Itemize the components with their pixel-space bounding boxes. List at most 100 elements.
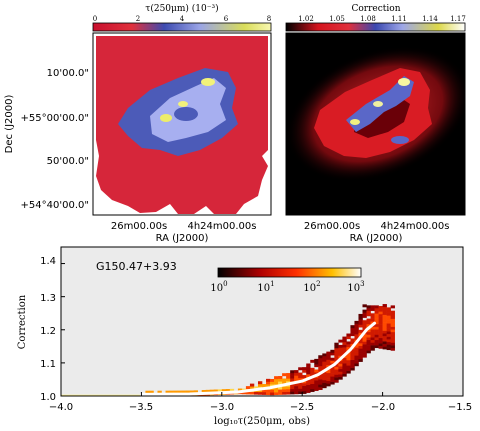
histogram-cell <box>294 378 299 381</box>
histogram-cell <box>229 388 235 392</box>
histogram-cell <box>378 321 383 325</box>
histogram-cell <box>253 391 259 395</box>
histogram-cell <box>350 359 355 363</box>
tau-map-panel: τ(250μm) (10⁻³) 0 2 4 6 8 Dec (J2000) 10… <box>4 3 272 244</box>
histogram-cell <box>382 333 387 337</box>
histogram-cell <box>362 325 367 329</box>
histogram-cell <box>386 312 391 316</box>
histogram-cell <box>342 371 347 374</box>
histogram-cell <box>318 381 323 385</box>
histogram-cell <box>338 344 343 348</box>
histogram-cell <box>338 360 343 364</box>
corr-colorbar-tick: 1.05 <box>329 15 345 23</box>
histogram-cell <box>350 349 355 352</box>
hist-ylabel: Correction <box>17 294 28 349</box>
histogram-cell <box>342 360 347 364</box>
histogram-cell <box>386 331 391 335</box>
histogram-cell <box>294 385 299 389</box>
ytick-label: 1.2 <box>40 326 56 337</box>
histogram-cell <box>249 386 255 390</box>
histogram-cell <box>378 332 383 336</box>
histogram-cell <box>322 382 327 386</box>
histogram-cell <box>386 315 391 319</box>
histogram-cell <box>334 363 339 367</box>
histogram-cell <box>350 327 355 331</box>
histogram-cell <box>350 354 355 358</box>
histogram-cell <box>294 375 299 379</box>
histogram-cell <box>382 319 387 323</box>
histogram-cell <box>346 360 351 363</box>
histogram-cell <box>382 309 387 313</box>
histogram-cell <box>358 353 363 357</box>
histogram-cell <box>362 333 367 337</box>
histogram-cell <box>270 378 275 382</box>
histogram-cell <box>282 373 287 377</box>
histogram-cell <box>386 307 391 311</box>
histogram-cell <box>362 328 367 332</box>
histogram-cell <box>390 313 395 317</box>
histogram-cell <box>386 328 391 332</box>
histogram-cell <box>346 362 351 366</box>
histogram-cell <box>382 341 387 345</box>
histogram-cell <box>322 358 327 362</box>
tau-colorbar-tick: 2 <box>136 15 140 23</box>
histogram-cell <box>322 353 327 357</box>
histogram-cell <box>314 380 319 384</box>
histogram-cell <box>282 391 287 395</box>
histogram-cell <box>382 322 387 326</box>
histogram-cell <box>374 334 379 338</box>
histogram-cell <box>382 343 387 347</box>
histogram-cell <box>266 389 271 393</box>
histogram-cell <box>362 322 367 326</box>
histogram-cell <box>334 342 339 346</box>
histogram-cell <box>366 337 371 341</box>
histogram-cell <box>266 381 271 385</box>
histogram-cell <box>386 344 391 348</box>
histogram-cell <box>173 390 178 394</box>
histogram-cell <box>350 341 355 345</box>
tau-colorbar-tick: 0 <box>93 15 97 23</box>
histogram-cell <box>318 373 323 377</box>
histogram-cell <box>257 391 263 395</box>
corr-colorbar <box>285 22 466 32</box>
histogram-cell <box>386 341 391 345</box>
xtick-label: −3.5 <box>129 402 153 413</box>
histogram-cell <box>366 339 371 343</box>
histogram-cell <box>378 327 383 331</box>
histogram-cell <box>330 378 335 382</box>
histogram-cell <box>306 389 311 393</box>
histogram-cell <box>374 329 379 333</box>
histogram-cell <box>390 342 395 346</box>
histogram-cell <box>89 394 94 396</box>
histogram-cell <box>354 334 359 338</box>
histogram-cell <box>338 366 343 370</box>
histogram-cell <box>370 329 375 333</box>
histogram-cell <box>358 348 363 352</box>
histogram-cell <box>262 391 267 395</box>
histogram-cell <box>382 346 387 350</box>
histogram-cell <box>382 338 387 342</box>
histogram-cell <box>390 321 395 325</box>
histogram-cell <box>358 332 363 336</box>
histogram-cell <box>362 314 367 318</box>
histogram-cell <box>270 389 275 393</box>
histogram-cell <box>378 335 383 339</box>
histogram-cell <box>249 391 255 395</box>
histogram-cell <box>302 390 307 394</box>
histogram-cell <box>390 318 395 322</box>
histogram-cell <box>350 351 355 355</box>
histogram-cell <box>386 347 391 351</box>
histogram-cell <box>374 315 379 319</box>
corr-map-xlabel: RA (J2000) <box>350 233 403 244</box>
histogram-cell <box>290 383 295 387</box>
histogram-cell <box>326 372 331 376</box>
xtick-label: −2.5 <box>290 402 314 413</box>
histogram-cell <box>326 380 331 384</box>
xtick-label: 26m00.00s <box>111 221 167 232</box>
histogram-cell <box>286 373 291 377</box>
histogram-cell <box>306 374 311 378</box>
histogram-cell <box>286 386 291 390</box>
histogram-cell <box>266 384 271 388</box>
histogram-cell <box>302 388 307 392</box>
histogram-cell <box>302 367 307 371</box>
